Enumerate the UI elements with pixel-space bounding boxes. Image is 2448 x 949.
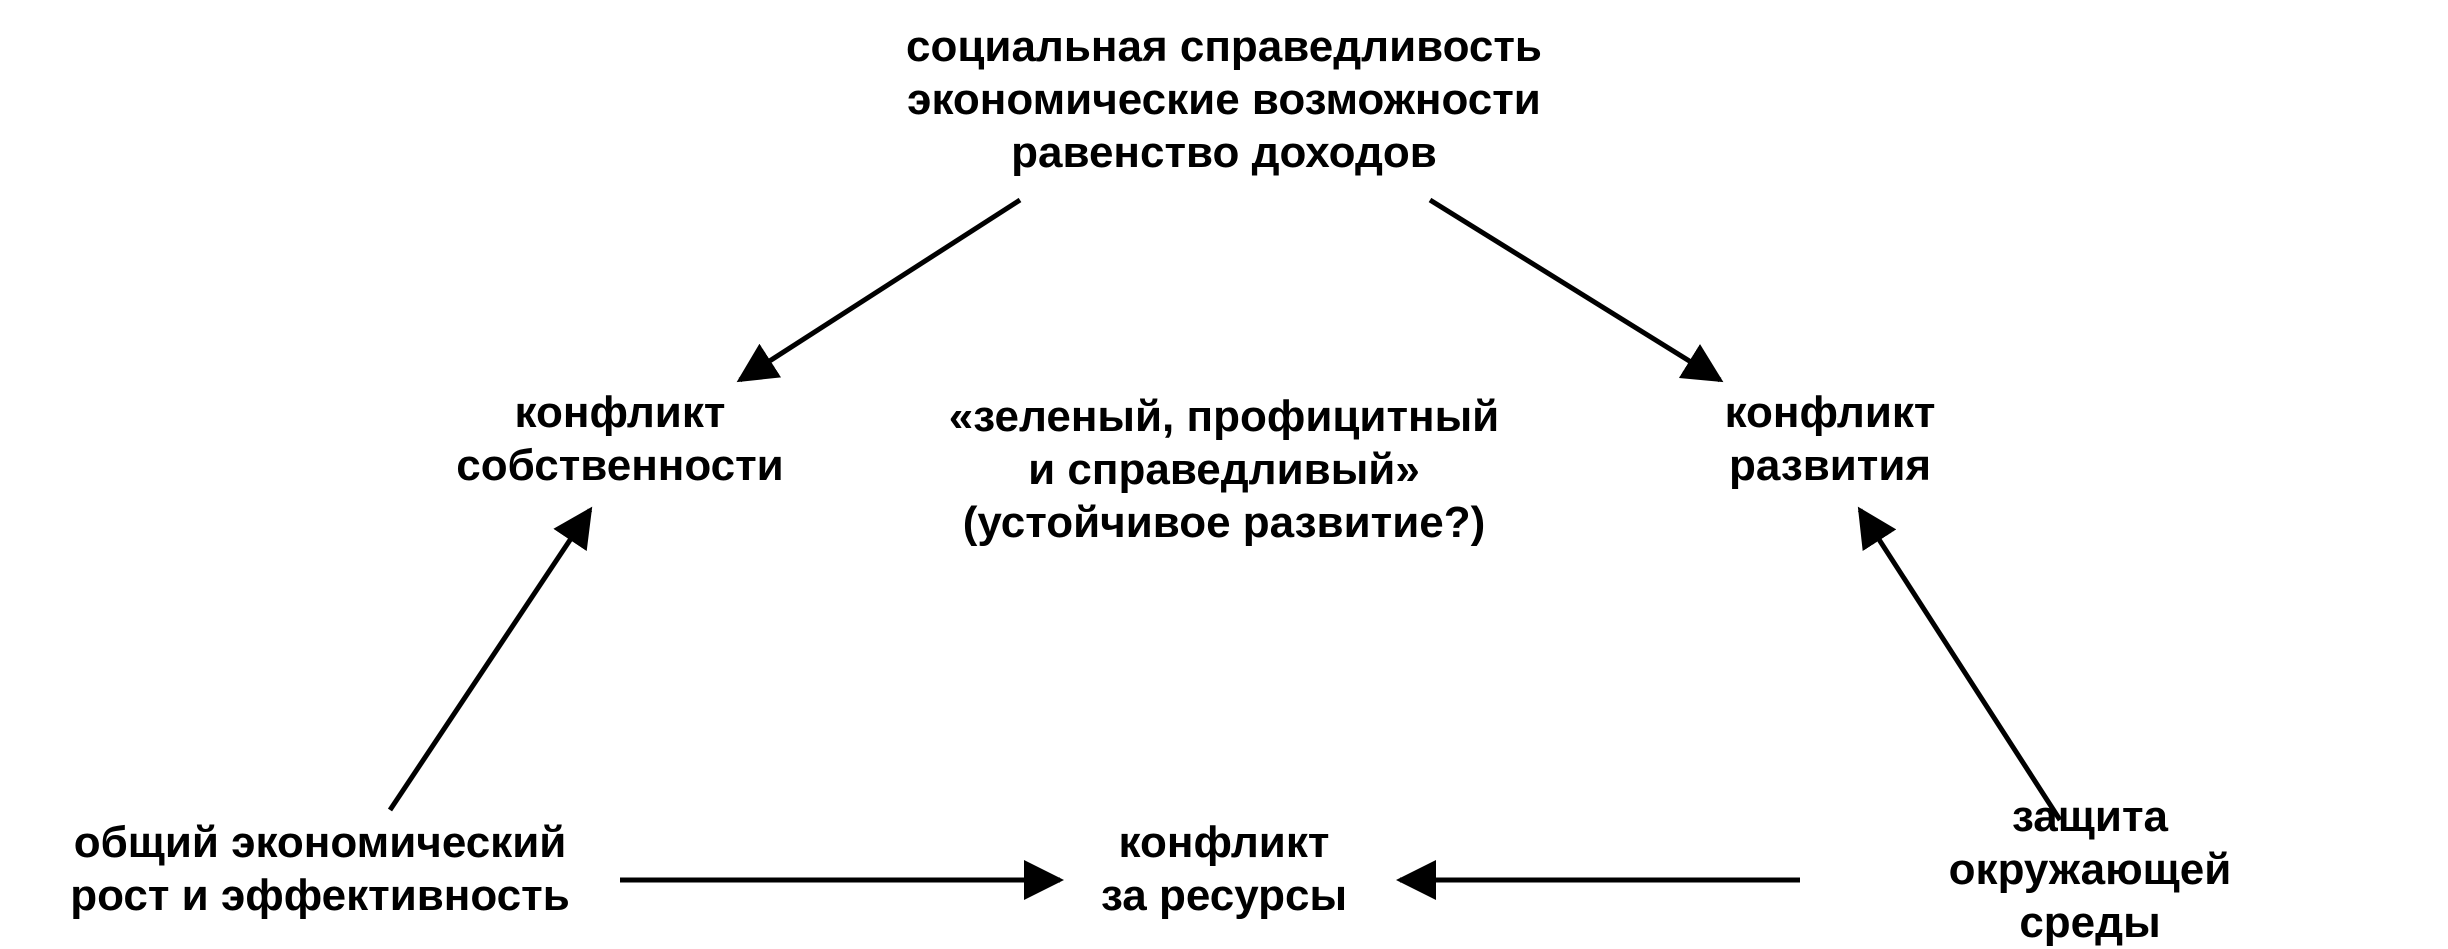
edge-top-to-rightmid [1430, 200, 1720, 380]
node-top: социальная справедливость экономические … [906, 21, 1542, 179]
edge-top-to-leftmid [740, 200, 1020, 380]
edge-bl-to-leftmid [390, 510, 590, 810]
node-left-mid: конфликт собственности [456, 387, 783, 493]
node-center: «зеленый, профицитный и справедливый» (у… [949, 391, 1499, 549]
diagram-stage: социальная справедливость экономические … [0, 0, 2448, 934]
node-bottom-left: общий экономический рост и эффективность [70, 817, 570, 923]
node-bottom-right: защита окружающей среды [1911, 791, 2269, 949]
node-bottom-center: конфликт за ресурсы [1101, 817, 1347, 923]
node-right-mid: конфликт развития [1725, 387, 1936, 493]
edge-br-to-rightmid [1860, 510, 2060, 820]
